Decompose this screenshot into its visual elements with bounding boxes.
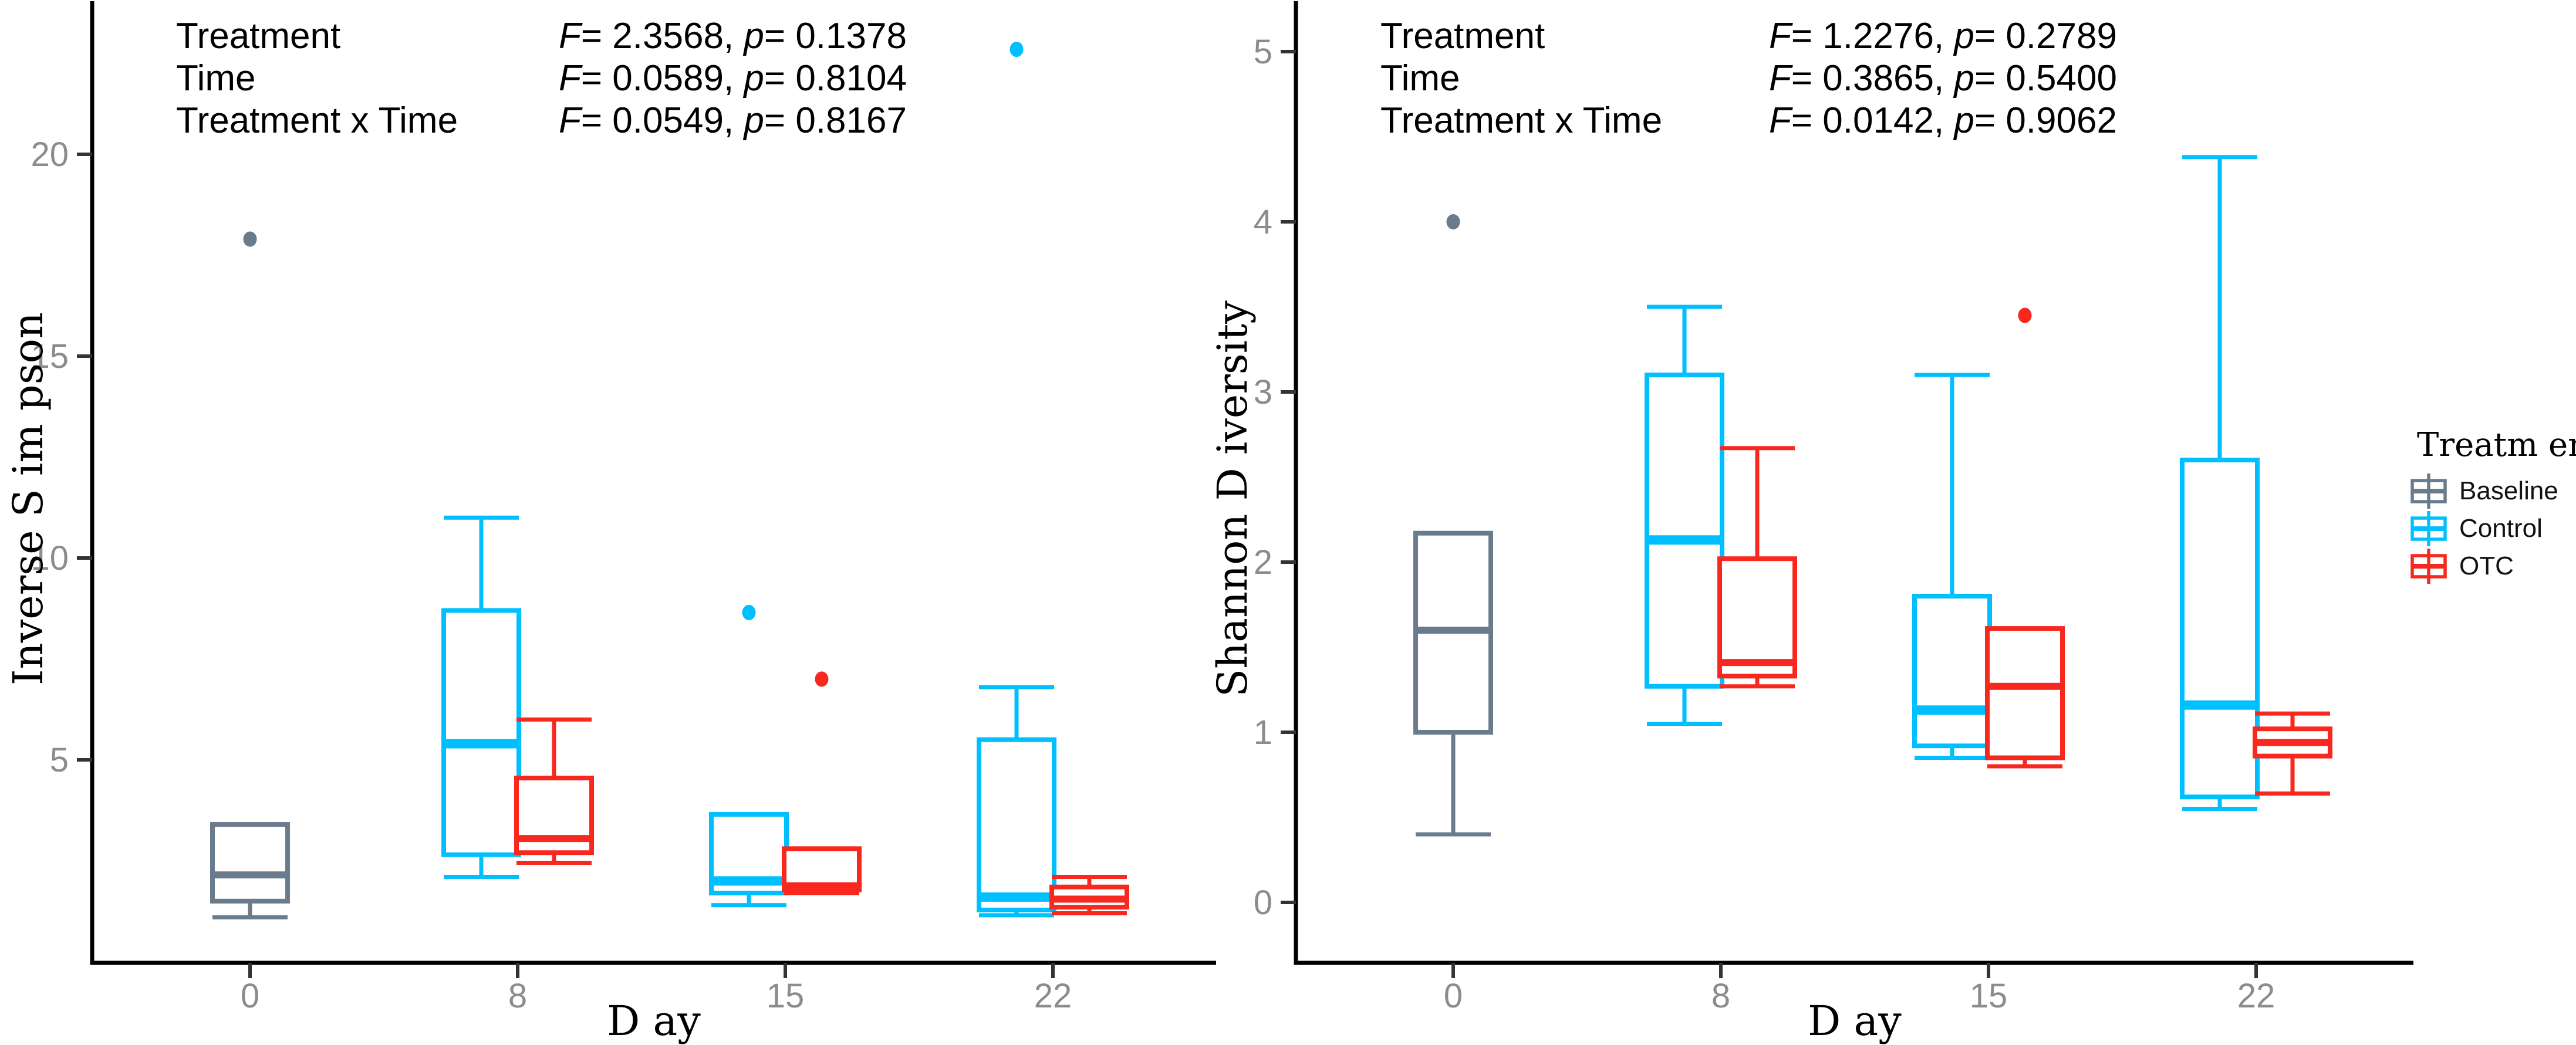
y-tick-label: 20 — [31, 136, 69, 174]
x-axis-title: D ay — [607, 997, 701, 1045]
f-value: = 0.0142, — [1791, 100, 1954, 141]
f-value: = 0.3865, — [1791, 58, 1954, 99]
legend-label: Baseline — [2459, 476, 2558, 505]
box-control-day8 — [441, 515, 521, 880]
p-value: = 0.1378 — [764, 16, 907, 56]
p-value: = 0.8104 — [764, 58, 907, 99]
outlier-point — [1446, 214, 1460, 229]
stats-label: Treatment — [1380, 16, 1545, 56]
p-symbol: p — [744, 16, 764, 56]
f-symbol: F — [1769, 100, 1791, 141]
p-value: = 0.9062 — [1974, 100, 2117, 141]
box-otc-day15 — [1985, 307, 2065, 769]
iqr-box — [1645, 373, 1724, 689]
x-tick-label: 8 — [1711, 977, 1730, 1015]
f-symbol: F — [559, 100, 581, 141]
y-tick-label: 5 — [50, 741, 69, 779]
box-control-day15 — [709, 604, 789, 908]
f-value: = 0.0589, — [580, 58, 744, 99]
box-control-day22 — [977, 42, 1056, 918]
y-tick-label: 1 — [1254, 713, 1272, 752]
stats-label: Treatment x Time — [176, 100, 458, 141]
stats-label: Time — [1380, 58, 1460, 99]
box-control-day15 — [1912, 373, 1992, 760]
iqr-box — [1717, 556, 1797, 679]
p-symbol: p — [744, 100, 764, 141]
f-value: = 0.0549, — [580, 100, 744, 141]
x-tick-label: 0 — [1444, 977, 1463, 1015]
legend: Treatm ent Baseline Control OTC — [2402, 426, 2576, 585]
y-axis-title: Inverse S im pson — [4, 312, 52, 685]
x-axis-title: D ay — [1808, 997, 1902, 1045]
p-value: = 0.5400 — [1974, 58, 2117, 99]
legend-item-control: Control — [2402, 510, 2575, 547]
iqr-box — [977, 737, 1056, 912]
iqr-box — [441, 608, 521, 857]
boxplot-key-icon — [2410, 511, 2447, 546]
legend-title: Treatm ent — [2417, 426, 2576, 464]
boxplot-key-icon — [2410, 474, 2447, 509]
p-symbol: p — [744, 58, 764, 99]
p-value: = 0.2789 — [1974, 16, 2117, 56]
stats-values-right: F= 1.2276, p= 0.2789 F= 0.3865, p= 0.540… — [1769, 15, 2117, 142]
x-tick-label: 22 — [1034, 977, 1072, 1015]
box-control-day22 — [2180, 155, 2260, 811]
outlier-point — [243, 231, 257, 247]
outlier-point — [742, 604, 756, 620]
y-tick-label: 15 — [31, 337, 69, 376]
x-tick-label: 8 — [508, 977, 527, 1015]
f-symbol: F — [1769, 58, 1791, 99]
x-tick-label: 0 — [241, 977, 259, 1015]
legend-label: Control — [2459, 514, 2543, 543]
y-tick-label: 4 — [1254, 203, 1272, 241]
p-symbol: p — [1954, 16, 1974, 56]
panel-left: 5 10 15 20 0 8 15 22 D ay Inverse S im pson — [4, 1, 1216, 1045]
box-baseline-day0 — [1413, 214, 1493, 837]
p-symbol: p — [1954, 58, 1974, 99]
iqr-box — [2180, 458, 2260, 800]
legend-item-otc: OTC — [2402, 547, 2575, 585]
stats-values-left: F= 2.3568, p= 0.1378 F= 0.0589, p= 0.810… — [559, 15, 907, 142]
f-symbol: F — [559, 16, 581, 56]
f-symbol: F — [559, 58, 581, 99]
panel-right: 0 1 2 3 4 5 0 8 15 22 D ay Shannon D iversity — [1208, 1, 2413, 1045]
y-axis-title: Shannon D iversity — [1208, 300, 1257, 697]
stats-block-right: Treatment Time Treatment x Time — [1380, 15, 1662, 142]
stats-label: Treatment — [176, 16, 341, 56]
y-tick-label: 10 — [31, 539, 69, 577]
stats-block-left: Treatment Time Treatment x Time — [176, 15, 458, 142]
iqr-box — [1985, 626, 2065, 760]
box-otc-day15 — [782, 671, 862, 895]
box-control-day8 — [1645, 305, 1724, 726]
stats-label: Time — [176, 58, 256, 99]
box-baseline-day0 — [210, 231, 290, 919]
f-symbol: F — [1769, 16, 1791, 56]
stats-label: Treatment x Time — [1380, 100, 1663, 141]
y-tick-label: 3 — [1254, 373, 1272, 411]
boxplot-key-icon — [2410, 549, 2447, 584]
legend-item-baseline: Baseline — [2402, 472, 2575, 510]
legend-label: OTC — [2459, 552, 2514, 580]
x-tick-label: 22 — [2237, 977, 2275, 1015]
f-value: = 1.2276, — [1791, 16, 1954, 56]
x-tick-label: 15 — [1970, 977, 2008, 1015]
x-tick-label: 15 — [767, 977, 805, 1015]
iqr-box — [1912, 594, 1992, 749]
outlier-point — [2018, 307, 2032, 323]
y-tick-label: 5 — [1254, 33, 1272, 71]
box-otc-day8 — [514, 717, 594, 865]
box-otc-day22 — [1049, 875, 1129, 915]
outlier-point — [1010, 42, 1024, 58]
p-symbol: p — [1954, 100, 1974, 141]
box-otc-day22 — [2253, 711, 2332, 796]
box-otc-day8 — [1717, 446, 1797, 689]
y-tick-label: 2 — [1254, 543, 1272, 581]
y-tick-label: 0 — [1254, 884, 1272, 922]
f-value: = 2.3568, — [580, 16, 744, 56]
iqr-box — [210, 822, 290, 904]
p-value: = 0.8167 — [764, 100, 907, 141]
outlier-point — [815, 671, 829, 687]
